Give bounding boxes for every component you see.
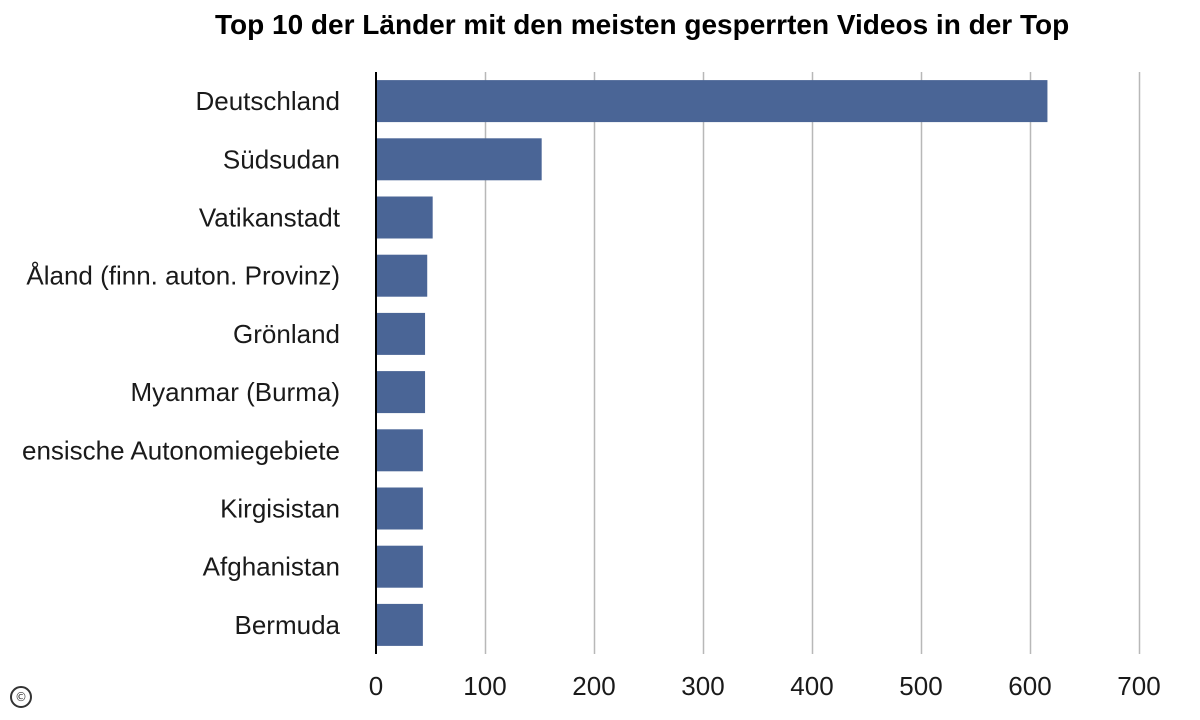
bar [376, 138, 542, 181]
bar [376, 603, 423, 646]
category-label: Åland (finn. auton. Provinz) [26, 261, 340, 291]
x-tick-label: 400 [790, 671, 833, 701]
gridlines [484, 72, 1141, 654]
bar [376, 196, 433, 239]
x-tick-label: 600 [1008, 671, 1051, 701]
category-label: Deutschland [195, 86, 340, 116]
bar [376, 545, 423, 588]
tick-labels: 0 100 200 300 400 500 600 700 [369, 671, 1161, 701]
bar [376, 80, 1048, 123]
category-label: Kirgisistan [220, 494, 340, 524]
bar [376, 429, 423, 472]
bar [376, 371, 426, 414]
bar [376, 487, 423, 530]
x-tick-label: 0 [369, 671, 383, 701]
bar [376, 312, 426, 355]
x-tick-label: 100 [463, 671, 506, 701]
category-label: Vatikanstadt [199, 203, 341, 233]
x-tick-label: 200 [572, 671, 615, 701]
bar [376, 254, 428, 297]
x-tick-label: 300 [681, 671, 724, 701]
category-label: Myanmar (Burma) [131, 377, 340, 407]
category-label: Afghanistan [203, 552, 340, 582]
category-label: ensische Autonomiegebiete [22, 435, 340, 465]
x-tick-label: 700 [1117, 671, 1160, 701]
category-label: Bermuda [235, 610, 341, 640]
copyright-icon: © [10, 686, 32, 708]
bars [376, 80, 1048, 646]
category-label: Grönland [233, 319, 340, 349]
category-labels: Deutschland Südsudan Vatikanstadt Åland (fi… [22, 86, 341, 640]
category-label: Südsudan [223, 144, 340, 174]
x-tick-label: 500 [899, 671, 942, 701]
chart-title: Top 10 der Länder mit den meisten gesper… [215, 9, 1070, 40]
